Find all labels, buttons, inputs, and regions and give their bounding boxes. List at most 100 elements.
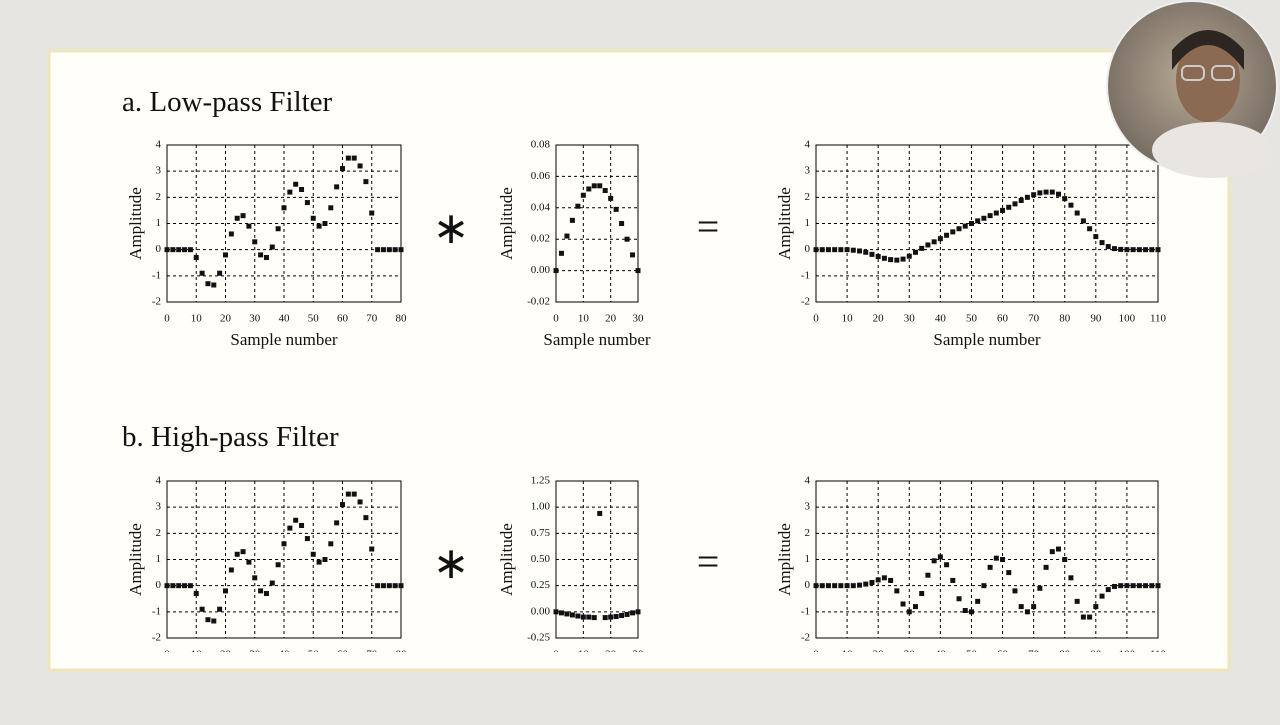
y-tick-label: -1 <box>801 605 810 617</box>
data-point <box>287 525 293 531</box>
data-point <box>863 581 869 587</box>
data-point <box>1080 218 1086 224</box>
data-point <box>316 559 322 565</box>
data-point <box>217 270 223 276</box>
data-point <box>944 232 950 238</box>
data-point <box>894 257 900 263</box>
data-point <box>1118 583 1124 589</box>
data-point <box>1068 575 1074 581</box>
data-point <box>1018 604 1024 610</box>
data-point <box>263 591 269 597</box>
data-point <box>1043 564 1049 570</box>
y-tick-label: -1 <box>801 269 810 281</box>
x-tick-label: 80 <box>396 649 408 661</box>
webcam <box>1106 0 1278 178</box>
data-point <box>1105 244 1111 250</box>
data-point <box>1018 197 1024 203</box>
x-tick-label: 30 <box>904 649 916 661</box>
data-point <box>894 588 900 594</box>
data-point <box>900 256 906 262</box>
y-tick-label: -0.25 <box>527 632 550 644</box>
data-point <box>1111 246 1117 252</box>
data-point <box>975 218 981 224</box>
y-tick-label: 0 <box>156 579 162 591</box>
x-tick-label: 30 <box>904 313 916 325</box>
data-point <box>234 215 240 221</box>
y-axis-label: Amplitude <box>126 523 145 596</box>
data-point <box>398 583 404 589</box>
data-point <box>345 491 351 497</box>
data-point <box>597 183 603 189</box>
data-point <box>1099 240 1105 246</box>
data-point <box>1012 588 1018 594</box>
data-point <box>357 163 363 169</box>
data-point <box>1024 609 1030 615</box>
x-tick-label: 80 <box>1059 649 1071 661</box>
data-point <box>1093 234 1099 240</box>
data-point <box>624 236 630 242</box>
data-point <box>950 229 956 235</box>
y-tick-label: -2 <box>152 296 161 308</box>
data-point <box>398 247 404 253</box>
data-point <box>340 502 345 508</box>
data-point <box>223 588 228 594</box>
data-point <box>819 583 825 589</box>
x-tick-label: 70 <box>366 649 378 661</box>
data-point <box>857 582 863 588</box>
data-point <box>1136 247 1142 253</box>
data-point <box>619 221 625 226</box>
data-point <box>919 245 925 251</box>
data-point <box>299 186 305 192</box>
y-axis-label: Amplitude <box>775 187 794 260</box>
plot-frame <box>555 480 639 639</box>
data-point <box>199 606 205 612</box>
x-tick-label: 80 <box>396 313 408 325</box>
data-point <box>869 251 875 257</box>
data-point <box>987 564 993 570</box>
y-tick-label: 0 <box>805 579 811 591</box>
data-point <box>937 236 943 242</box>
x-tick-label: 100 <box>1119 649 1136 661</box>
data-point <box>635 609 641 615</box>
data-point <box>580 614 586 620</box>
data-point <box>1093 604 1099 610</box>
data-point <box>246 559 252 565</box>
data-point <box>1056 191 1062 197</box>
data-point <box>252 575 258 581</box>
data-point <box>340 166 345 172</box>
section-title: a. Low-pass Filter <box>122 86 333 118</box>
y-tick-label: 0.04 <box>531 201 551 213</box>
data-point <box>575 613 581 619</box>
operator: = <box>697 539 720 584</box>
data-point <box>357 499 363 505</box>
data-point <box>575 203 581 209</box>
data-point <box>569 217 575 223</box>
x-tick-label: 60 <box>337 313 349 325</box>
data-point <box>258 588 264 594</box>
data-point <box>1037 190 1043 196</box>
data-point <box>1149 247 1155 253</box>
chart: -0.25 0.00 0.25 0.50 0.75 1.00 1.25 0 10 20 30 Ampl… <box>497 475 644 652</box>
x-tick-label: 80 <box>1059 313 1071 325</box>
data-point <box>950 577 956 583</box>
data-point <box>310 215 316 221</box>
operator: = <box>697 204 720 249</box>
data-point <box>602 615 608 621</box>
data-point <box>1155 247 1161 253</box>
data-point <box>392 583 398 589</box>
data-point <box>269 244 275 250</box>
data-point <box>1149 583 1155 589</box>
data-point <box>205 617 211 623</box>
x-tick-label: 40 <box>279 649 291 661</box>
data-point <box>211 618 217 624</box>
data-point <box>956 226 962 232</box>
x-tick-label: 30 <box>249 313 261 325</box>
y-axis-label: Amplitude <box>497 523 516 596</box>
data-point <box>287 189 293 195</box>
y-tick-label: 4 <box>156 475 162 487</box>
x-tick-label: 20 <box>873 313 885 325</box>
data-point <box>164 247 170 253</box>
